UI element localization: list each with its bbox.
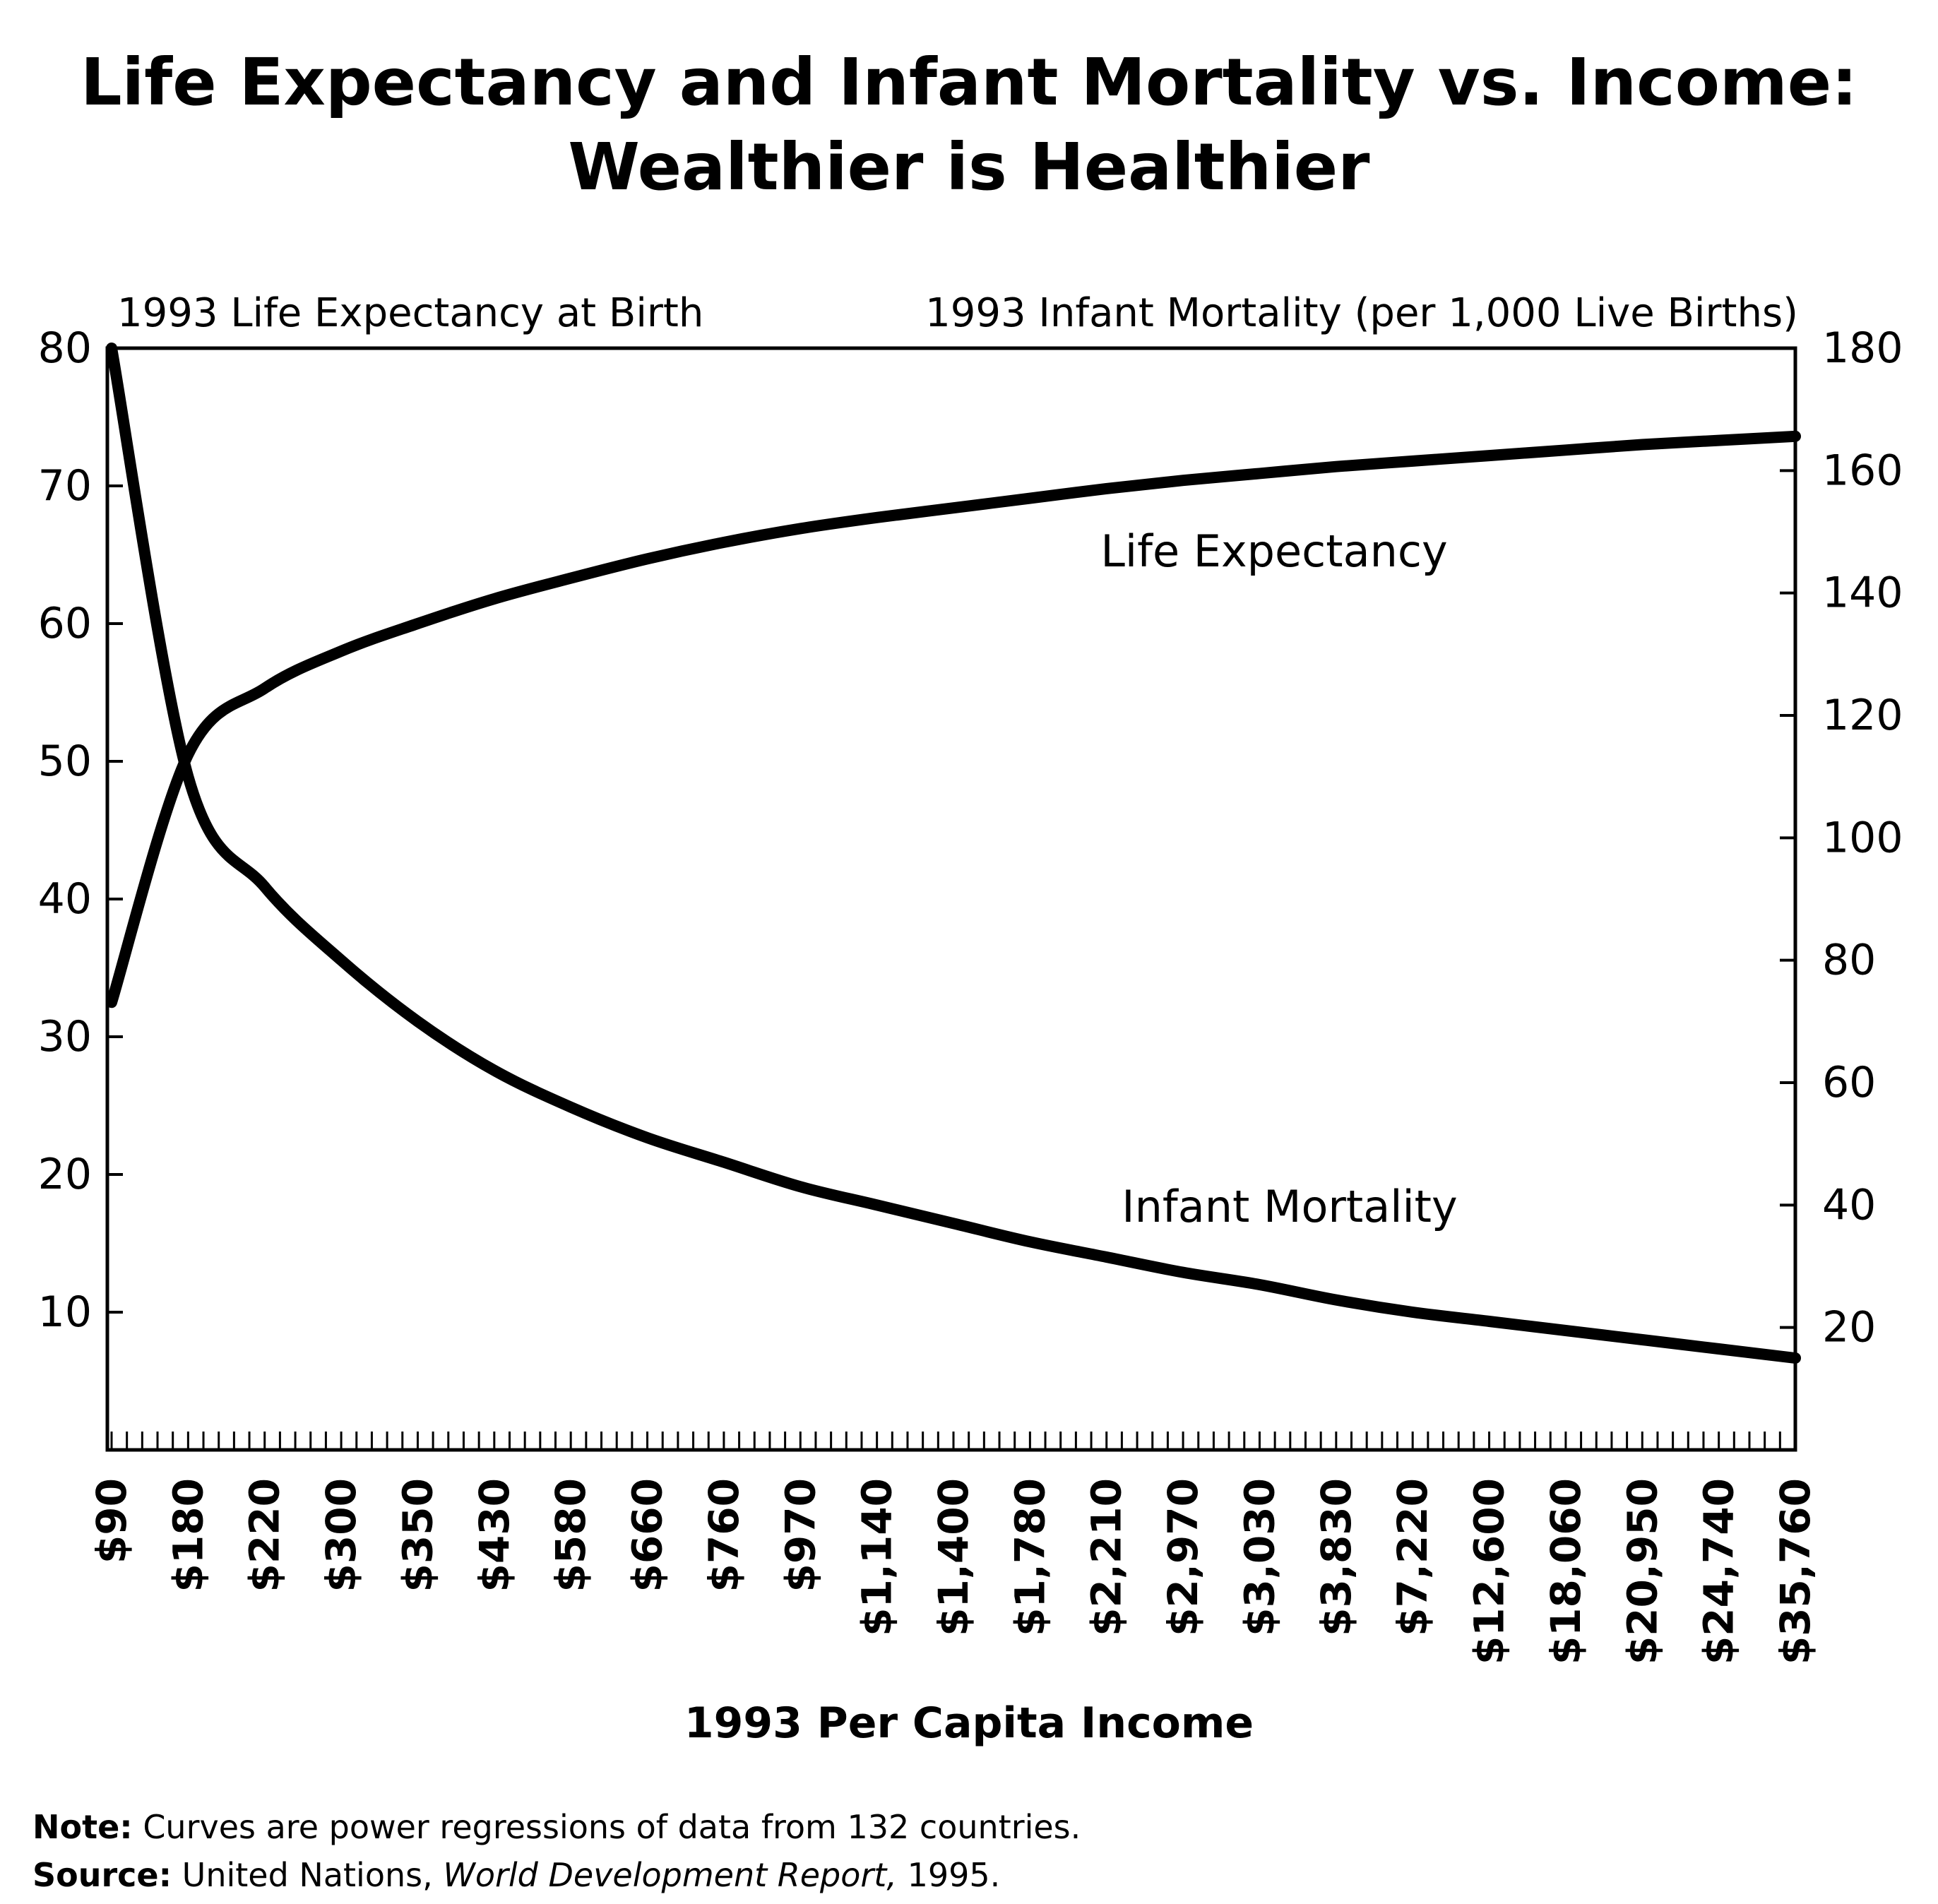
note-label: Note: — [32, 1808, 133, 1846]
x-tick-label: $18,060 — [1542, 1478, 1590, 1665]
x-tick-label: $350 — [393, 1478, 441, 1592]
right-tick-label: 60 — [1822, 1058, 1876, 1107]
left-tick-label: 60 — [38, 599, 92, 648]
right-tick-label: 120 — [1822, 691, 1903, 740]
x-tick-label: $7,220 — [1389, 1478, 1437, 1636]
right-tick-label: 160 — [1822, 446, 1903, 495]
x-tick-label: $580 — [547, 1478, 595, 1592]
x-tick-label: $12,600 — [1466, 1478, 1514, 1665]
note-line: Note: Curves are power regressions of da… — [32, 1808, 1081, 1846]
x-tick-label: $1,400 — [929, 1478, 977, 1636]
x-tick-label: $760 — [700, 1478, 748, 1592]
chart-title-line2: Wealthier is Healthier — [568, 129, 1370, 205]
x-tick-label: $3,030 — [1235, 1478, 1283, 1636]
x-tick-label: $2,210 — [1083, 1478, 1131, 1636]
x-tick-label: $1,140 — [853, 1478, 901, 1636]
life-expectancy-label: Life Expectancy — [1100, 525, 1447, 577]
x-tick-label: $970 — [776, 1478, 824, 1592]
x-tick-label: $220 — [241, 1478, 289, 1592]
x-tick-label: $20,950 — [1618, 1478, 1666, 1665]
infant-mortality-line — [106, 343, 1801, 1364]
x-tick-label: $300 — [317, 1478, 365, 1592]
infant-mortality-label: Infant Mortality — [1122, 1181, 1457, 1232]
left-axis-title: 1993 Life Expectancy at Birth — [117, 290, 703, 336]
left-tick-label: 50 — [38, 737, 92, 786]
left-tick-label: 70 — [38, 461, 92, 511]
x-axis: $90 $180 $220 $300 $350 $430 $580 $660 $760 $970 $… — [88, 1432, 1819, 1665]
x-tick-label: $180 — [164, 1478, 212, 1592]
left-tick-label: 20 — [38, 1150, 92, 1199]
right-tick-label: 180 — [1822, 323, 1903, 373]
x-tick-label: $90 — [88, 1478, 136, 1564]
x-tick-label: $660 — [624, 1478, 672, 1592]
x-tick-label: $35,760 — [1771, 1478, 1819, 1665]
source-publication: World Development Report, — [443, 1856, 897, 1894]
left-tick-label: 40 — [38, 874, 92, 924]
life-expectancy-line — [106, 430, 1801, 1008]
right-tick-label: 100 — [1822, 813, 1903, 862]
x-tick-label: $3,830 — [1312, 1478, 1360, 1636]
source-label: Source: — [32, 1856, 172, 1894]
source-text: United Nations, — [182, 1856, 444, 1894]
x-tick-label: $1,780 — [1006, 1478, 1054, 1636]
x-tick-label: $430 — [470, 1478, 518, 1592]
left-tick-label: 30 — [38, 1012, 92, 1061]
right-tick-label: 80 — [1822, 936, 1876, 985]
source-line: Source: United Nations, World Developmen… — [32, 1856, 1000, 1894]
right-tick-label: 40 — [1822, 1180, 1876, 1230]
right-tick-label: 140 — [1822, 569, 1903, 618]
left-tick-label: 80 — [38, 323, 92, 373]
chart-title-line1: Life Expectancy and Infant Mortality vs.… — [81, 44, 1857, 120]
source-year: 1995. — [896, 1856, 1001, 1894]
note-text: Curves are power regressions of data fro… — [143, 1808, 1081, 1846]
x-tick-label: $2,970 — [1159, 1478, 1207, 1636]
x-tick-label: $24,740 — [1695, 1478, 1743, 1665]
left-tick-label: 10 — [38, 1287, 92, 1337]
x-axis-title: 1993 Per Capita Income — [684, 1698, 1254, 1748]
right-axis: 20 40 60 80 100 120 140 160 180 — [1780, 323, 1903, 1352]
right-tick-label: 20 — [1822, 1303, 1876, 1352]
left-axis: 10 20 30 40 50 60 70 80 — [38, 323, 123, 1337]
series-layer — [106, 343, 1801, 1364]
right-axis-title: 1993 Infant Mortality (per 1,000 Live Bi… — [925, 290, 1798, 336]
